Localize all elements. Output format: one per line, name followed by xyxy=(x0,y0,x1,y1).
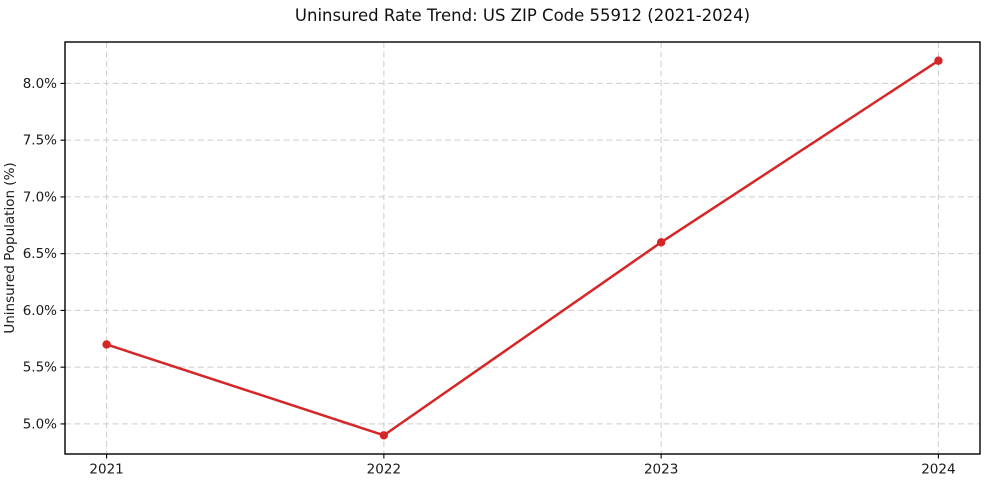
x-tick-label: 2024 xyxy=(921,462,955,478)
chart-title: Uninsured Rate Trend: US ZIP Code 55912 … xyxy=(295,6,750,25)
trend-line xyxy=(105,59,940,437)
y-tick-label: 7.5% xyxy=(23,133,57,149)
data-point xyxy=(934,56,943,65)
axes-frame xyxy=(64,41,981,455)
x-tick-label: 2023 xyxy=(644,462,678,478)
y-tick-label: 8.0% xyxy=(23,76,57,92)
x-tick-label: 2021 xyxy=(89,462,123,478)
data-point xyxy=(379,431,389,440)
y-tick-label: 5.0% xyxy=(23,416,57,432)
y-tick-label: 6.5% xyxy=(23,246,57,262)
x-tick-label: 2022 xyxy=(367,462,401,478)
y-tick-label: 7.0% xyxy=(23,189,57,205)
data-point xyxy=(102,340,111,349)
data-point xyxy=(656,238,666,247)
y-tick-label: 5.5% xyxy=(23,360,57,376)
y-axis-label: Uninsured Population (%) xyxy=(2,162,18,333)
plot-area: 5.0% 5.5% 6.0% 6.5% 7.0% 7.5% 8.0% 2021 2022 2023… xyxy=(23,41,981,478)
y-tick-label: 6.0% xyxy=(23,303,57,319)
